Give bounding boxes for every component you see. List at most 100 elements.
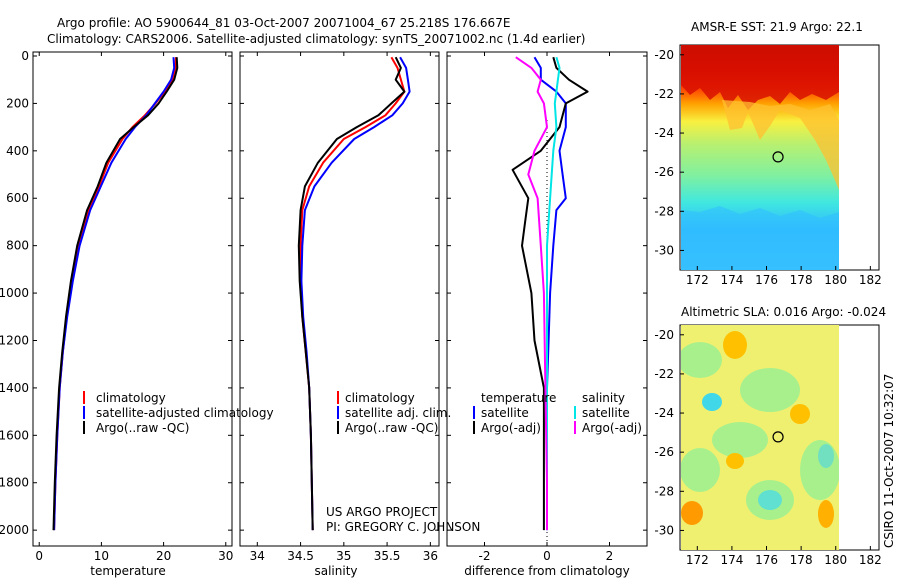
sst-map-xtick-label: 178 xyxy=(790,273,813,287)
depth-tick-label: 0 xyxy=(21,49,29,63)
depth-tick-label: 2000 xyxy=(0,523,29,537)
sst-map-ytick-label: -28 xyxy=(654,204,674,218)
temperature-legend-label-satellite: satellite-adjusted climatology xyxy=(96,406,274,420)
sst-cold-patch xyxy=(681,206,839,270)
sla-orange-1 xyxy=(723,331,747,359)
sla-cyan-1 xyxy=(702,393,722,411)
temperature-axes-frame xyxy=(32,51,233,547)
difference-xtick-label: 0 xyxy=(543,549,551,563)
difference-xlabel: difference from climatology xyxy=(464,564,630,578)
sst-map-xtick-label: 172 xyxy=(686,273,709,287)
sla-cyan-2 xyxy=(758,490,782,510)
sst-map-panel: AMSR-E SST: 21.9 Argo: 22.1 172 174 176 178… xyxy=(654,20,881,287)
difference-xtick-label: 2 xyxy=(606,549,614,563)
temperature-legend: climatology satellite-adjusted climatolo… xyxy=(83,391,274,435)
difference-legend-label-sal-satellite: satellite xyxy=(582,406,630,420)
sla-map-title: Altimetric SLA: 0.016 Argo: -0.024 xyxy=(681,305,886,319)
depth-tick-label: 1400 xyxy=(0,381,29,395)
depth-tick-label: 1800 xyxy=(0,476,29,490)
salinity-xtick-label: 35.5 xyxy=(374,549,401,563)
difference-series-salinity-satellite xyxy=(546,56,561,531)
sla-map-xtick-label: 182 xyxy=(859,553,882,567)
salinity-xlabel: salinity xyxy=(314,564,357,578)
temperature-series-argo xyxy=(52,57,179,531)
sla-map-ytick-label: -26 xyxy=(654,445,674,459)
project-line-2: PI: GREGORY C. JOHNSON xyxy=(326,520,480,534)
salinity-legend-label-climatology: climatology xyxy=(345,391,415,405)
sst-map-ytick-label: -26 xyxy=(654,165,674,179)
difference-legend-title-temperature: temperature xyxy=(481,391,556,405)
temperature-xtick-label: 10 xyxy=(94,549,109,563)
sla-map-ytick-label: -24 xyxy=(654,406,674,420)
sla-map-ytick-label: -30 xyxy=(654,523,674,537)
sst-map-ytick-label: -20 xyxy=(654,48,674,62)
depth-tick-label: 1200 xyxy=(0,333,29,347)
sst-map-xtick-label: 180 xyxy=(824,273,847,287)
depth-tick-label: 800 xyxy=(6,239,29,253)
temperature-xtick-label: 30 xyxy=(218,549,233,563)
salinity-legend: climatology satellite adj. clim. Argo(..… xyxy=(337,391,451,435)
salinity-legend-label-argo: Argo(..raw -QC) xyxy=(345,421,438,435)
sla-map-profile-location-marker xyxy=(772,431,784,443)
sla-field xyxy=(681,325,839,550)
sla-map-ytick-label: -20 xyxy=(654,328,674,342)
title-line-2: Climatology: CARS2006. Satellite-adjuste… xyxy=(47,32,585,46)
difference-series-temperature-argo xyxy=(511,56,589,531)
sla-map-axes: 172 174 176 178 180 182 -20 -22 -24 -26 -28 -30 xyxy=(654,328,881,567)
depth-tick-label: 600 xyxy=(6,191,29,205)
project-line-1: US ARGO PROJECT xyxy=(326,505,438,519)
sla-orange-4 xyxy=(790,404,810,424)
sla-map-ytick-label: -28 xyxy=(654,484,674,498)
temperature-series-group: 0 200 400 600 800 1000 1200 1400 1600 1800 2000 0 10… xyxy=(0,49,233,563)
sla-map-xtick-label: 174 xyxy=(720,553,743,567)
sst-map-profile-location-marker xyxy=(772,151,784,163)
temperature-xlabel: temperature xyxy=(90,564,165,578)
difference-xtick-label: -2 xyxy=(479,549,491,563)
salinity-series-group: 34 34.5 35 35.5 36 xyxy=(240,52,439,563)
sla-green-5 xyxy=(681,448,720,492)
temperature-series-satellite xyxy=(53,57,176,531)
sst-yellow-tongue xyxy=(722,100,839,190)
credit-text: CSIRO 11-Oct-2007 10:32:07 xyxy=(882,374,896,548)
salinity-legend-label-satellite: satellite adj. clim. xyxy=(345,406,451,420)
temperature-xtick-label: 20 xyxy=(156,549,171,563)
sst-map-ytick-label: -24 xyxy=(654,126,674,140)
depth-tick-label: 1600 xyxy=(0,428,29,442)
temperature-xtick-label: 0 xyxy=(35,549,43,563)
difference-series-salinity-argo xyxy=(515,56,548,531)
salinity-panel: 34 34.5 35 35.5 36 salinity climatology sate… xyxy=(239,51,480,578)
salinity-xtick-label: 36 xyxy=(423,549,438,563)
sst-warm-front xyxy=(681,45,839,110)
temperature-legend-label-climatology: climatology xyxy=(96,391,166,405)
depth-tick-label: 200 xyxy=(6,96,29,110)
sst-map-ytick-label: -30 xyxy=(654,243,674,257)
sla-map-xtick-label: 172 xyxy=(686,553,709,567)
sla-orange-5 xyxy=(818,500,834,528)
sst-map-xtick-label: 174 xyxy=(720,273,743,287)
sst-field xyxy=(681,45,839,270)
difference-legend-title-salinity: salinity xyxy=(582,391,625,405)
difference-legend: temperature satellite Argo(-adj) salinit… xyxy=(473,391,642,435)
difference-legend-label-sal-argo: Argo(-adj) xyxy=(582,421,642,435)
depth-tick-label: 400 xyxy=(6,144,29,158)
sst-map-xtick-label: 176 xyxy=(755,273,778,287)
sla-orange-3 xyxy=(681,501,703,525)
temperature-series-climatology xyxy=(53,57,177,531)
sla-map-xtick-label: 180 xyxy=(824,553,847,567)
difference-legend-label-temp-satellite: satellite xyxy=(481,406,529,420)
salinity-series-argo xyxy=(297,56,406,531)
sla-green-1 xyxy=(681,342,722,378)
difference-series-group: -2 0 2 xyxy=(447,52,647,563)
difference-panel: -2 0 2 difference from climatology tempera… xyxy=(446,51,648,578)
salinity-xtick-label: 34 xyxy=(250,549,265,563)
difference-legend-label-temp-argo: Argo(-adj) xyxy=(481,421,541,435)
sla-map-ytick-label: -22 xyxy=(654,367,674,381)
temperature-legend-label-argo: Argo(..raw -QC) xyxy=(96,421,189,435)
title-line-1: Argo profile: AO 5900644_81 03-Oct-2007 … xyxy=(57,16,510,30)
sla-green-2 xyxy=(740,368,800,412)
difference-series-temperature-satellite xyxy=(533,56,567,531)
salinity-xtick-label: 34.5 xyxy=(287,549,314,563)
sla-cyan-3 xyxy=(818,444,834,468)
sla-map-xtick-label: 178 xyxy=(790,553,813,567)
